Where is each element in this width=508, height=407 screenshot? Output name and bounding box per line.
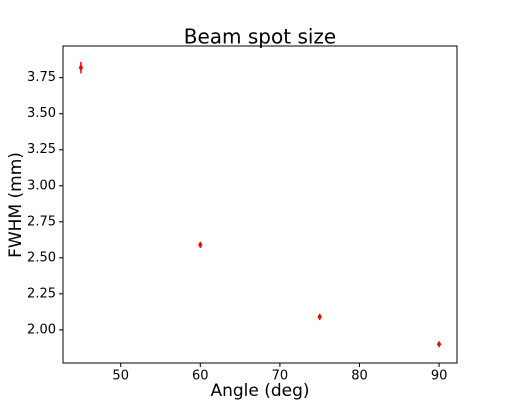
x-tick-label: 70 [272,369,289,384]
plot-frame [62,45,458,364]
x-tick-label: 60 [192,369,209,384]
y-tick-label: 2.50 [27,250,56,265]
point [198,241,203,249]
point [78,64,84,72]
y-tick-label: 2.25 [27,286,56,301]
y-tick-label: 2.75 [27,214,56,229]
y-tick-label: 3.25 [27,142,56,157]
point [436,340,442,348]
point [317,313,322,321]
y-tick-label: 2.00 [27,322,56,337]
y-tick-label: 3.50 [27,106,56,121]
y-axis-label: FWHM (mm) [6,152,26,258]
x-axis-label: Angle (deg) [210,381,309,401]
y-tick-label: 3.75 [27,70,56,85]
x-tick-label: 90 [431,369,448,384]
chart-title: Beam spot size [184,25,336,49]
x-tick-label: 50 [112,369,129,384]
x-tick-label: 80 [351,369,368,384]
y-tick-label: 3.00 [27,178,56,193]
